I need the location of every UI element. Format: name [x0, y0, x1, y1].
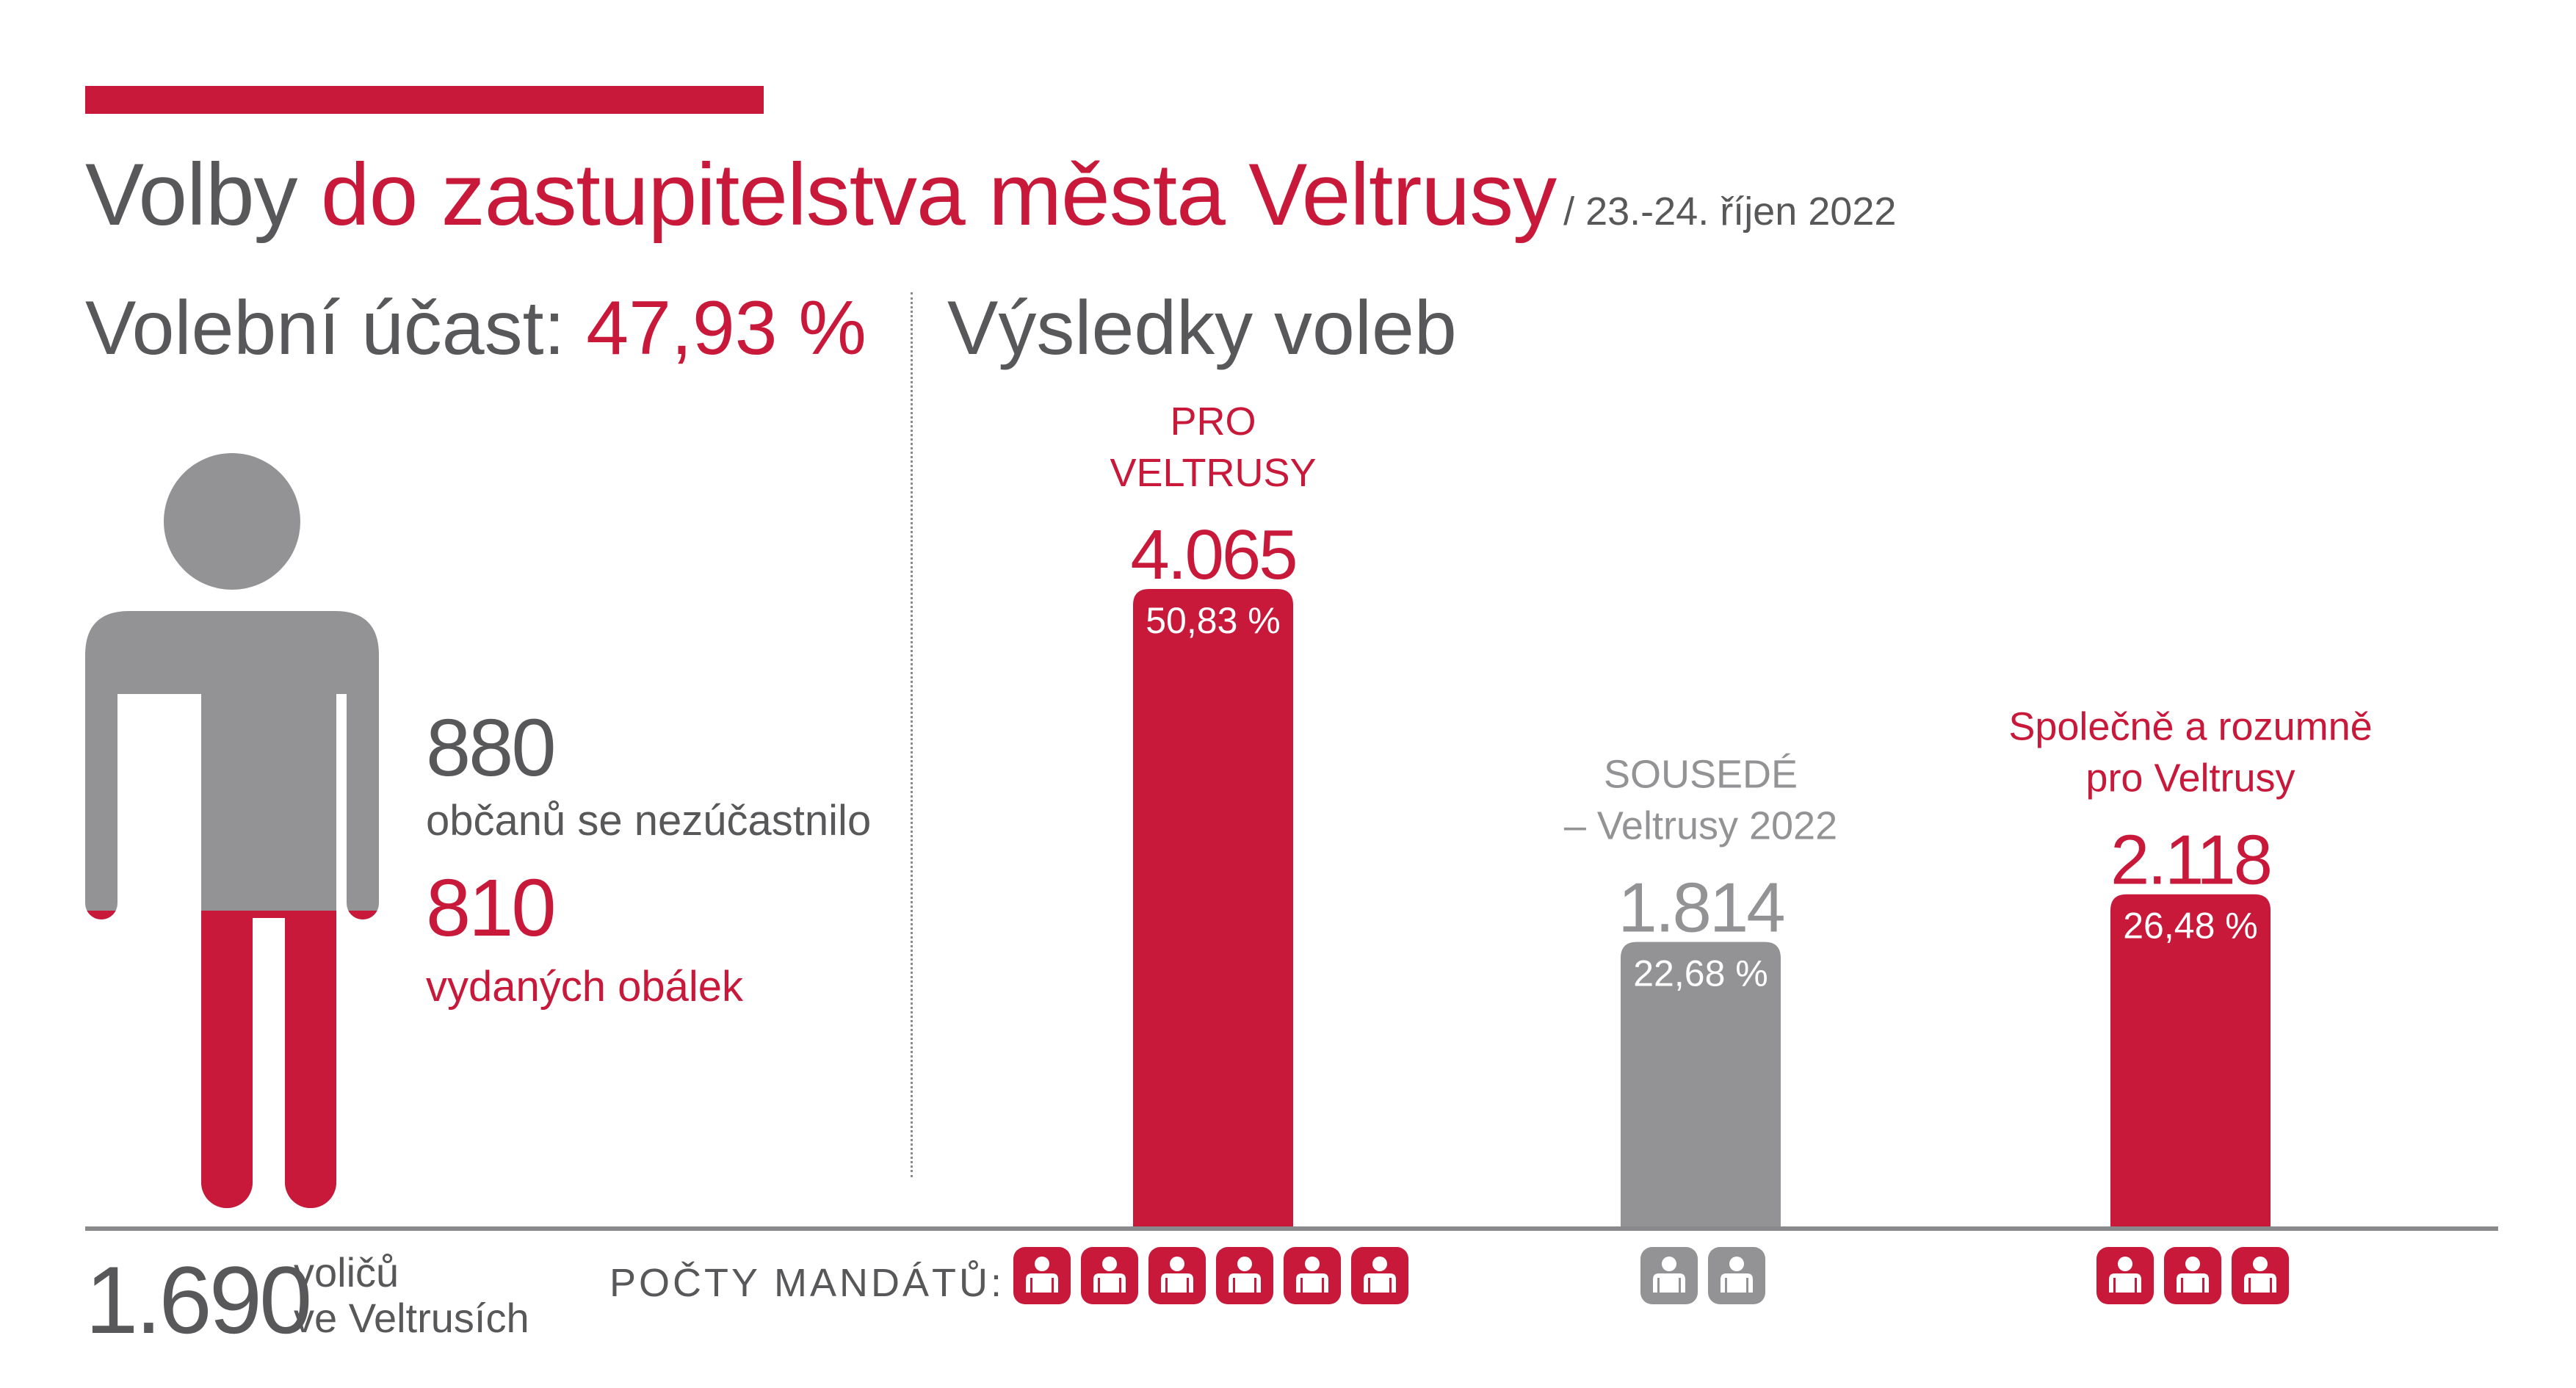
- bar-2: [2110, 894, 2271, 1226]
- person-seat-icon: [1216, 1247, 1273, 1304]
- turnout-heading: Volební účast: 47,93 %: [85, 290, 866, 366]
- mandates-label: POČTY MANDÁTŮ:: [609, 1261, 1005, 1305]
- voters-number: 1.690: [85, 1246, 312, 1353]
- envelopes-label: vydaných obálek: [426, 963, 744, 1011]
- person-seat-icon: [2096, 1247, 2154, 1304]
- bar-value-label-1: 1.814: [1618, 869, 1784, 947]
- person-seat-icon: [2232, 1247, 2289, 1304]
- section-divider: [911, 292, 913, 1177]
- bar-category-label-0-0: PRO: [1170, 400, 1256, 444]
- non-participants-number: 880: [426, 703, 557, 793]
- title-part-3: Veltrusy: [1248, 145, 1557, 244]
- envelopes-number: 810: [426, 863, 557, 953]
- turnout-value: 47,93 %: [586, 286, 866, 371]
- bar-percent-label-2: 26,48 %: [2123, 906, 2257, 947]
- title-date: / 23.-24. říjen 2022: [1563, 189, 1897, 234]
- turnout-label: Volební účast:: [85, 286, 587, 371]
- title-part-2: do zastupitelstva města: [320, 145, 1249, 244]
- results-bar-chart: 50,83 % 4.065 PRO VELTRUSY 22,68 % 1.814 SOUSE…: [1110, 400, 2373, 1226]
- person-seat-icon: [1284, 1247, 1341, 1304]
- bar-1: [1621, 941, 1781, 1226]
- bar-percent-label-0: 50,83 %: [1146, 600, 1280, 641]
- bar-category-label-2-1: pro Veltrusy: [2085, 756, 2295, 800]
- bar-category-label-2-0: Společně a rozumně: [2008, 705, 2372, 749]
- mandates-row-0: [1013, 1247, 1408, 1304]
- title-accent-bar: [85, 86, 764, 114]
- bar-percent-label-1: 22,68 %: [1633, 953, 1768, 994]
- bar-value-label-0: 4.065: [1130, 516, 1295, 594]
- title-part-1: Volby: [85, 145, 321, 244]
- person-seat-icon: [1640, 1247, 1698, 1304]
- non-participants-label: občanů se nezúčastnilo: [426, 797, 872, 845]
- mandates-row-1: [1640, 1247, 1765, 1304]
- bar-0: [1133, 589, 1293, 1226]
- person-seat-icon: [1708, 1247, 1765, 1304]
- person-seat-icon: [2164, 1247, 2221, 1304]
- bar-value-label-2: 2.118: [2110, 821, 2271, 900]
- person-seat-icon: [1351, 1247, 1408, 1304]
- page-title: Volby do zastupitelstva města Veltrusy / …: [85, 151, 1896, 239]
- chart-baseline: [85, 1226, 2498, 1231]
- person-seat-icon: [1081, 1247, 1138, 1304]
- person-seat-icon: [1148, 1247, 1206, 1304]
- voters-label-line-1: voličů: [294, 1249, 399, 1295]
- voters-label: voličů ve Veltrusích: [294, 1250, 529, 1340]
- voters-label-line-2: ve Veltrusích: [294, 1294, 529, 1341]
- person-silhouette-icon: [85, 453, 379, 1208]
- mandates-row-2: [2096, 1247, 2289, 1304]
- bar-category-label-1-1: – Veltrusy 2022: [1564, 804, 1837, 848]
- person-seat-icon: [1013, 1247, 1071, 1304]
- bar-category-label-1-0: SOUSEDÉ: [1604, 753, 1798, 797]
- bar-category-label-0-1: VELTRUSY: [1110, 451, 1316, 495]
- results-heading: Výsledky voleb: [947, 286, 1457, 371]
